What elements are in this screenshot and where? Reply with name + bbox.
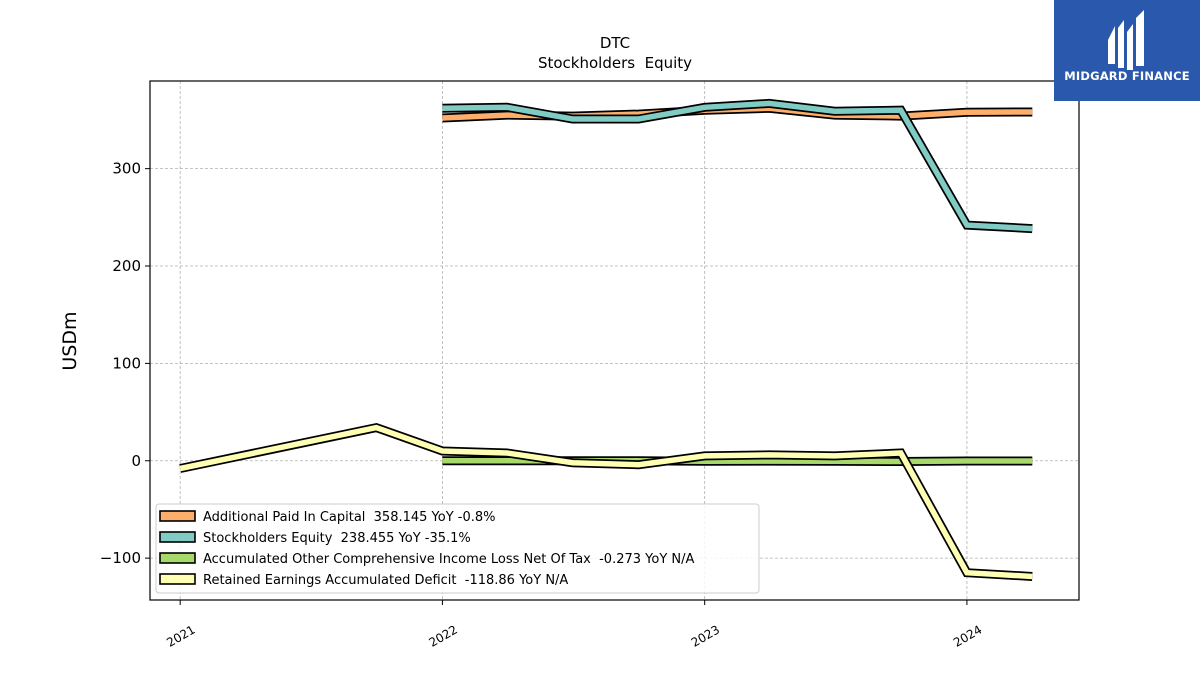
x-axis: 2021 2022 2023 2024 — [164, 600, 984, 650]
x-tick-label: 2021 — [164, 622, 197, 649]
series-layer — [179, 98, 1033, 581]
y-tick-label: 100 — [112, 354, 141, 372]
legend-swatch — [159, 573, 196, 585]
y-axis-label: USDm — [59, 311, 81, 370]
midgard-logo: MIDGARD FINANCE — [1054, 0, 1200, 101]
legend-swatch — [159, 552, 196, 564]
series-line — [442, 100, 1033, 232]
legend-frame — [155, 503, 760, 594]
legend-label: Additional Paid In Capital 358.145 YoY -… — [203, 510, 496, 525]
legend-swatch — [159, 531, 196, 543]
series-line — [179, 424, 1033, 580]
legend-entry: Additional Paid In Capital 358.145 YoY -… — [159, 510, 496, 525]
y-axis: −100 0 100 200 300 — [100, 160, 150, 567]
series-2 — [442, 98, 1033, 234]
legend-label: Stockholders Equity 238.455 YoY -35.1% — [203, 531, 471, 546]
chart-subtitle: Stockholders Equity — [538, 54, 692, 72]
y-tick-label: 300 — [112, 160, 141, 178]
logo-text: MIDGARD FINANCE — [1064, 69, 1190, 83]
legend-swatch — [159, 510, 196, 522]
x-tick-label: 2022 — [426, 622, 459, 649]
y-tick-label: −100 — [100, 549, 141, 567]
x-tick-label: 2023 — [689, 622, 722, 649]
series-4 — [179, 422, 1033, 581]
plot-frame — [149, 80, 1080, 601]
legend-entry: Retained Earnings Accumulated Deficit -1… — [159, 573, 568, 588]
legend-label: Accumulated Other Comprehensive Income L… — [203, 552, 694, 567]
chart-title: DTC — [600, 34, 630, 52]
legend: Additional Paid In Capital 358.145 YoY -… — [155, 503, 760, 594]
midgard-logo-icon — [1108, 10, 1144, 70]
y-tick-label: 200 — [112, 257, 141, 275]
series-line-outline — [442, 98, 1033, 234]
legend-entry: Stockholders Equity 238.455 YoY -35.1% — [159, 531, 471, 546]
legend-entry: Accumulated Other Comprehensive Income L… — [159, 552, 694, 567]
x-tick-label: 2024 — [951, 622, 984, 649]
legend-label: Retained Earnings Accumulated Deficit -1… — [203, 573, 568, 588]
y-tick-label: 0 — [131, 452, 141, 470]
